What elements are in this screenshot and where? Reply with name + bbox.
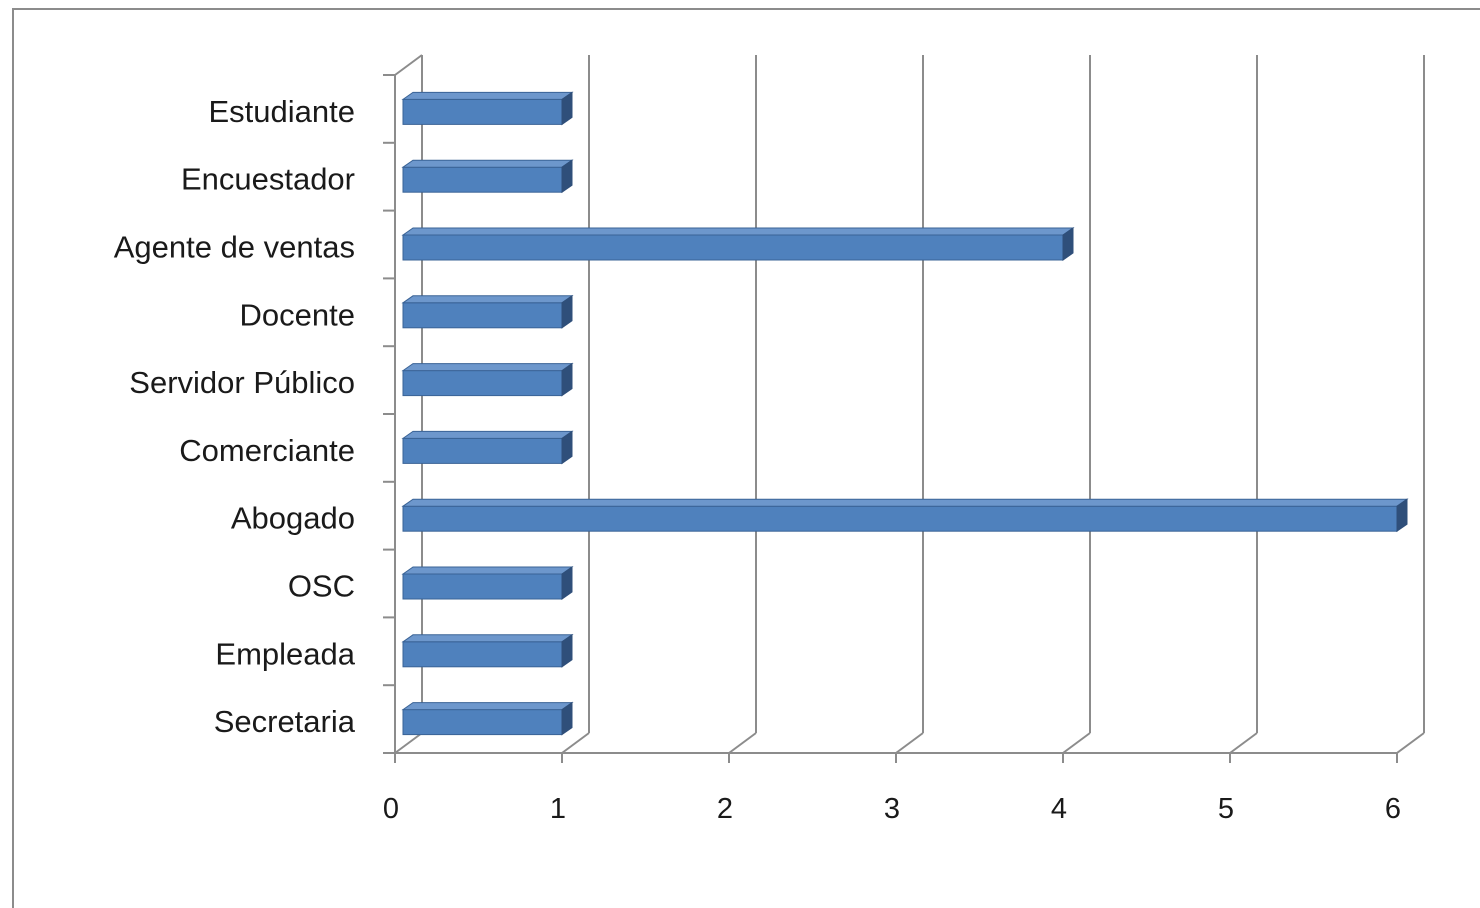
floor-gridline	[394, 732, 423, 754]
bar-top	[401, 498, 1409, 507]
floor-gridline	[1062, 732, 1091, 754]
bar	[401, 227, 1075, 261]
category-label: Comerciante	[179, 433, 355, 468]
bar-top	[401, 430, 574, 439]
category-label: Empleada	[215, 636, 355, 671]
bars	[401, 91, 1409, 736]
bar-chart: Estudiante Encuestador Agente de ventas Doc…	[114, 54, 1425, 825]
x-tick-label: 0	[383, 793, 399, 825]
bar-side	[561, 566, 573, 600]
bar	[401, 294, 574, 329]
category-label: OSC	[288, 569, 355, 604]
bar	[401, 159, 574, 194]
bar-front	[402, 437, 563, 464]
category-label: Secretaria	[214, 704, 356, 739]
bar-top	[401, 566, 574, 575]
bar-side	[561, 159, 573, 194]
category-label: Estudiante	[209, 94, 356, 129]
category-label: Servidor Público	[129, 365, 355, 400]
bar	[401, 498, 1409, 533]
bar-side	[561, 294, 573, 329]
bar-side	[561, 430, 573, 465]
x-tick-label: 6	[1385, 793, 1401, 825]
bar	[401, 430, 574, 465]
bar-side	[561, 633, 573, 668]
bar-front	[402, 98, 563, 125]
bar-top	[401, 634, 574, 643]
bar-front	[402, 234, 1064, 261]
bar	[401, 362, 574, 397]
bar-top	[401, 363, 574, 372]
bar-side	[1396, 498, 1408, 533]
bar	[401, 701, 574, 736]
x-tick-label: 1	[550, 793, 566, 825]
x-tick-label: 2	[717, 793, 733, 825]
category-label: Encuestador	[181, 162, 355, 197]
floor-gridline	[1229, 732, 1258, 754]
category-label: Docente	[240, 297, 355, 332]
bar-side	[561, 701, 573, 736]
bar-top	[401, 227, 1075, 236]
bar-front	[402, 166, 563, 193]
floor-gridline	[1396, 732, 1425, 754]
bar-front	[402, 302, 563, 329]
bar-front	[402, 709, 563, 736]
bar-front	[402, 505, 1398, 532]
x-tick-labels: 0 1 2 3 4 5 6	[383, 793, 1401, 825]
bar	[401, 566, 574, 600]
bar-top	[401, 702, 574, 711]
floor-gridline	[895, 732, 924, 754]
category-label: Agente de ventas	[114, 230, 355, 265]
bar-front	[402, 370, 563, 397]
category-label: Abogado	[231, 501, 355, 536]
axes	[383, 54, 1398, 763]
bar-side	[1062, 227, 1074, 261]
chart-frame	[12, 8, 1480, 908]
bar-front	[402, 641, 563, 668]
x-tick-label: 5	[1218, 793, 1234, 825]
x-tick-label: 3	[884, 793, 900, 825]
bar-side	[561, 362, 573, 397]
floor-gridline	[561, 732, 590, 754]
bar-side	[561, 91, 573, 126]
bar-top	[401, 295, 574, 304]
x-tick-label: 4	[1051, 793, 1067, 825]
bar-top	[401, 91, 574, 100]
bar	[401, 91, 574, 126]
bar-top	[401, 159, 574, 168]
bar-front	[402, 573, 563, 600]
bar	[401, 633, 574, 668]
category-labels: Estudiante Encuestador Agente de ventas Doc…	[114, 94, 356, 739]
floor-gridline	[728, 732, 757, 754]
wall-edge	[394, 54, 423, 76]
